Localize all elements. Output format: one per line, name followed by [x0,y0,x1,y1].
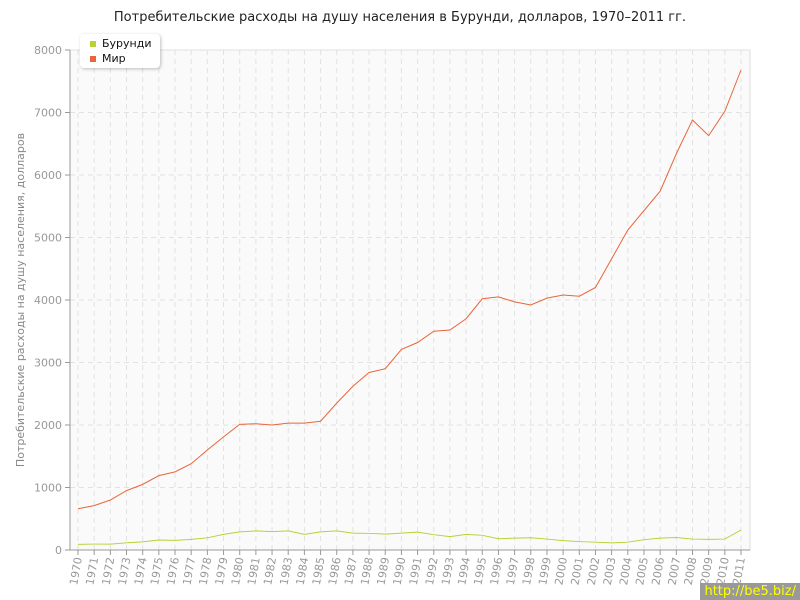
x-tick-label: 1971 [83,556,101,586]
x-tick-label: 1993 [439,556,457,586]
x-tick-label: 1988 [358,556,376,586]
x-tick-label: 2006 [649,556,667,586]
x-tick-label: 1995 [472,556,490,586]
legend-item-burundi: Бурунди [90,37,152,50]
x-tick-label: 1984 [294,556,312,586]
y-tick-label: 8000 [34,44,62,57]
chart-title: Потребительские расходы на душу населени… [113,10,687,25]
x-tick-label: 1990 [391,556,409,586]
y-tick-label: 1000 [34,482,62,495]
x-tick-label: 1994 [455,556,473,586]
legend-item-world: Мир [90,52,126,65]
y-tick-label: 2000 [34,419,62,432]
x-tick-label: 2010 [714,556,732,586]
x-tick-label: 1979 [213,556,231,586]
x-tick-label: 1976 [164,556,182,586]
watermark: http://be5.biz/ [700,583,800,600]
legend: Бурунди Мир [80,34,160,68]
x-tick-label: 2009 [698,556,716,586]
y-tick-label: 5000 [34,232,62,245]
y-tick-label: 6000 [34,169,62,182]
x-tick-label: 1987 [342,556,360,586]
x-tick-label: 1983 [278,556,296,586]
x-tick-label: 1974 [132,556,150,586]
x-tick-label: 2003 [601,556,619,586]
x-tick-label: 2011 [730,556,748,586]
series-line-1 [77,69,742,510]
x-tick-label: 1970 [67,556,85,586]
x-tick-label: 2005 [633,556,651,586]
x-tick-label: 1998 [520,556,538,586]
x-tick-label: 1978 [197,556,215,586]
x-tick-label: 1985 [310,556,328,586]
x-tick-label: 1973 [116,556,134,586]
x-tick-label: 1999 [536,556,554,586]
x-tick-label: 2008 [682,556,700,586]
x-tick-label: 1982 [261,556,279,586]
x-tick-label: 2002 [585,556,603,586]
x-tick-label: 1997 [504,556,522,586]
x-tick-label: 1986 [326,556,344,586]
legend-swatch [90,40,96,47]
x-tick-label: 2007 [666,556,684,586]
x-tick-label: 1980 [229,556,247,586]
y-tick-label: 0 [55,544,62,557]
y-tick-label: 4000 [34,294,62,307]
x-tick-label: 1996 [488,556,506,586]
x-tick-label: 1981 [245,556,263,586]
x-tick-label: 1991 [407,556,425,586]
legend-swatch [90,55,96,62]
x-tick-label: 1989 [375,556,393,586]
x-tick-label: 2004 [617,556,635,586]
y-tick-label: 3000 [34,357,62,370]
x-tick-label: 1972 [100,556,118,586]
legend-label: Бурунди [102,37,152,50]
y-axis-label: Потребительские расходы на душу населени… [14,133,27,467]
x-tick-label: 2000 [552,556,570,586]
series-line-0 [77,529,742,545]
x-tick-label: 1975 [148,556,166,586]
x-tick-label: 1977 [180,556,198,586]
y-tick-label: 7000 [34,107,62,120]
x-tick-label: 1992 [423,556,441,586]
x-tick-label: 2001 [569,556,587,586]
legend-label: Мир [102,52,126,65]
